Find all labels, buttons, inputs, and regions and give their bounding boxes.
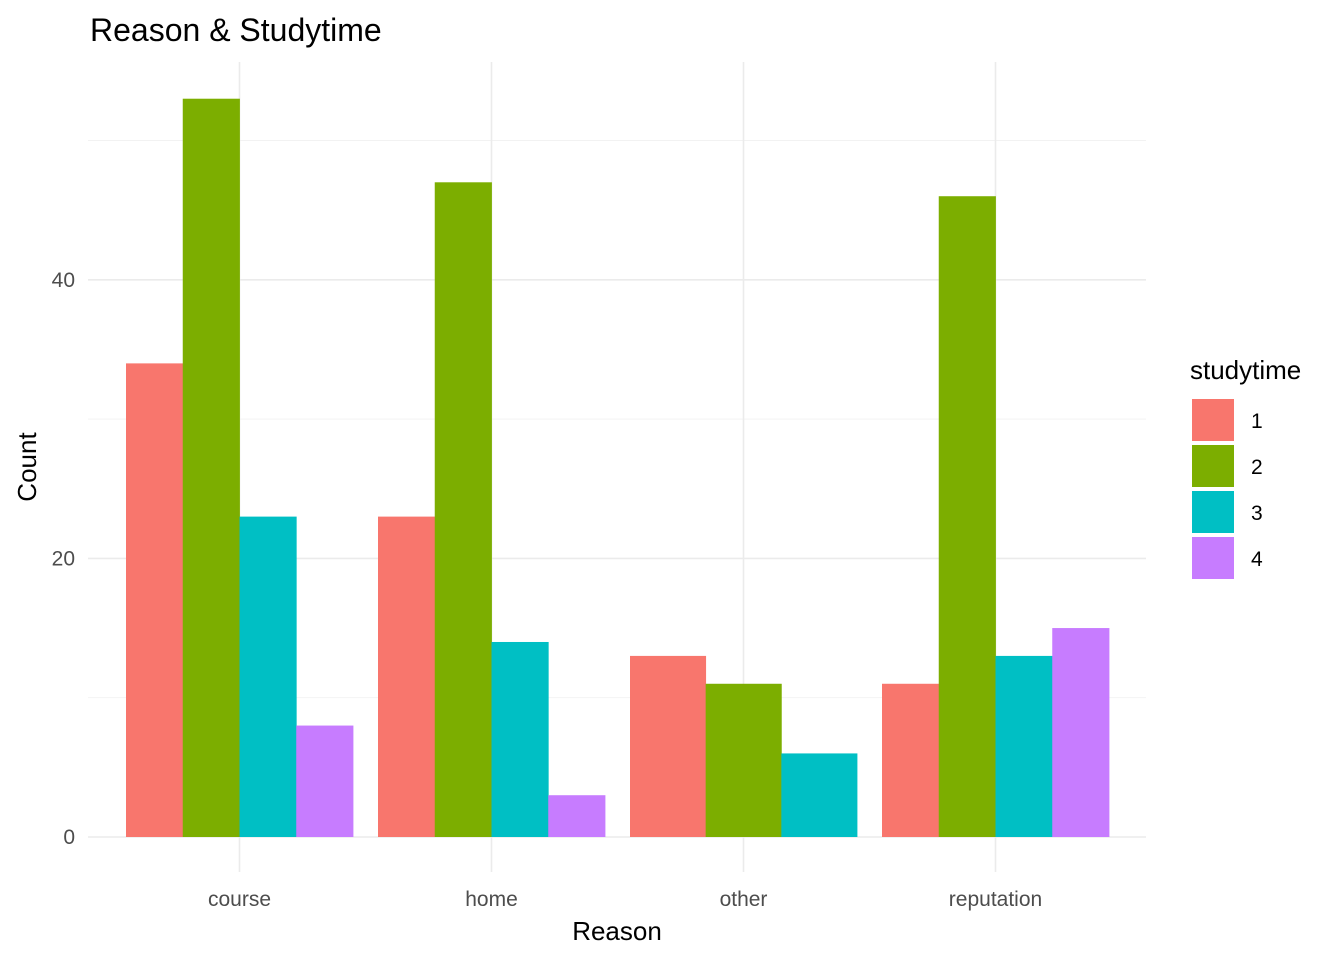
- y-axis-ticks: 0 20 40: [52, 269, 75, 849]
- y-tick-label: 0: [63, 826, 75, 849]
- legend-title: studytime: [1190, 355, 1301, 385]
- bar-reputation-studytime-4: [1052, 628, 1110, 837]
- bar-reputation-studytime-2: [938, 196, 996, 838]
- legend-swatch-1: [1192, 399, 1234, 441]
- legend-label-1: 1: [1251, 410, 1263, 433]
- bar-other-studytime-3: [781, 753, 858, 837]
- bar-course-studytime-1: [126, 363, 184, 837]
- x-tick-label: reputation: [949, 888, 1042, 911]
- x-tick-label: course: [208, 888, 271, 911]
- legend-swatch-3: [1192, 491, 1234, 533]
- bar-home-studytime-3: [491, 641, 549, 837]
- legend-label-2: 2: [1251, 456, 1263, 479]
- legend-label-4: 4: [1251, 548, 1263, 571]
- legend: studytime 1 2 3 4: [1190, 355, 1301, 579]
- x-axis-title: Reason: [572, 916, 662, 946]
- x-axis-ticks: course home other reputation: [208, 888, 1042, 911]
- legend-label-3: 3: [1251, 502, 1263, 525]
- chart-title: Reason & Studytime: [90, 12, 382, 48]
- y-tick-label: 40: [52, 269, 75, 292]
- x-tick-label: home: [465, 888, 518, 911]
- bar-home-studytime-2: [434, 182, 492, 838]
- bar-other-studytime-2: [705, 683, 782, 837]
- x-tick-label: other: [720, 888, 768, 911]
- bar-other-studytime-1: [630, 655, 707, 837]
- bar-home-studytime-1: [378, 516, 436, 837]
- bar-home-studytime-4: [548, 795, 606, 837]
- bar-course-studytime-4: [296, 725, 354, 837]
- bars: [126, 98, 1110, 838]
- bar-reputation-studytime-3: [995, 655, 1053, 837]
- legend-swatch-4: [1192, 537, 1234, 579]
- bar-course-studytime-2: [182, 98, 240, 837]
- bar-course-studytime-3: [239, 516, 297, 837]
- y-tick-label: 20: [52, 547, 75, 570]
- y-axis-title: Count: [12, 432, 42, 502]
- legend-swatch-2: [1192, 445, 1234, 487]
- bar-reputation-studytime-1: [882, 683, 940, 837]
- legend-items: 1 2 3 4: [1192, 399, 1263, 579]
